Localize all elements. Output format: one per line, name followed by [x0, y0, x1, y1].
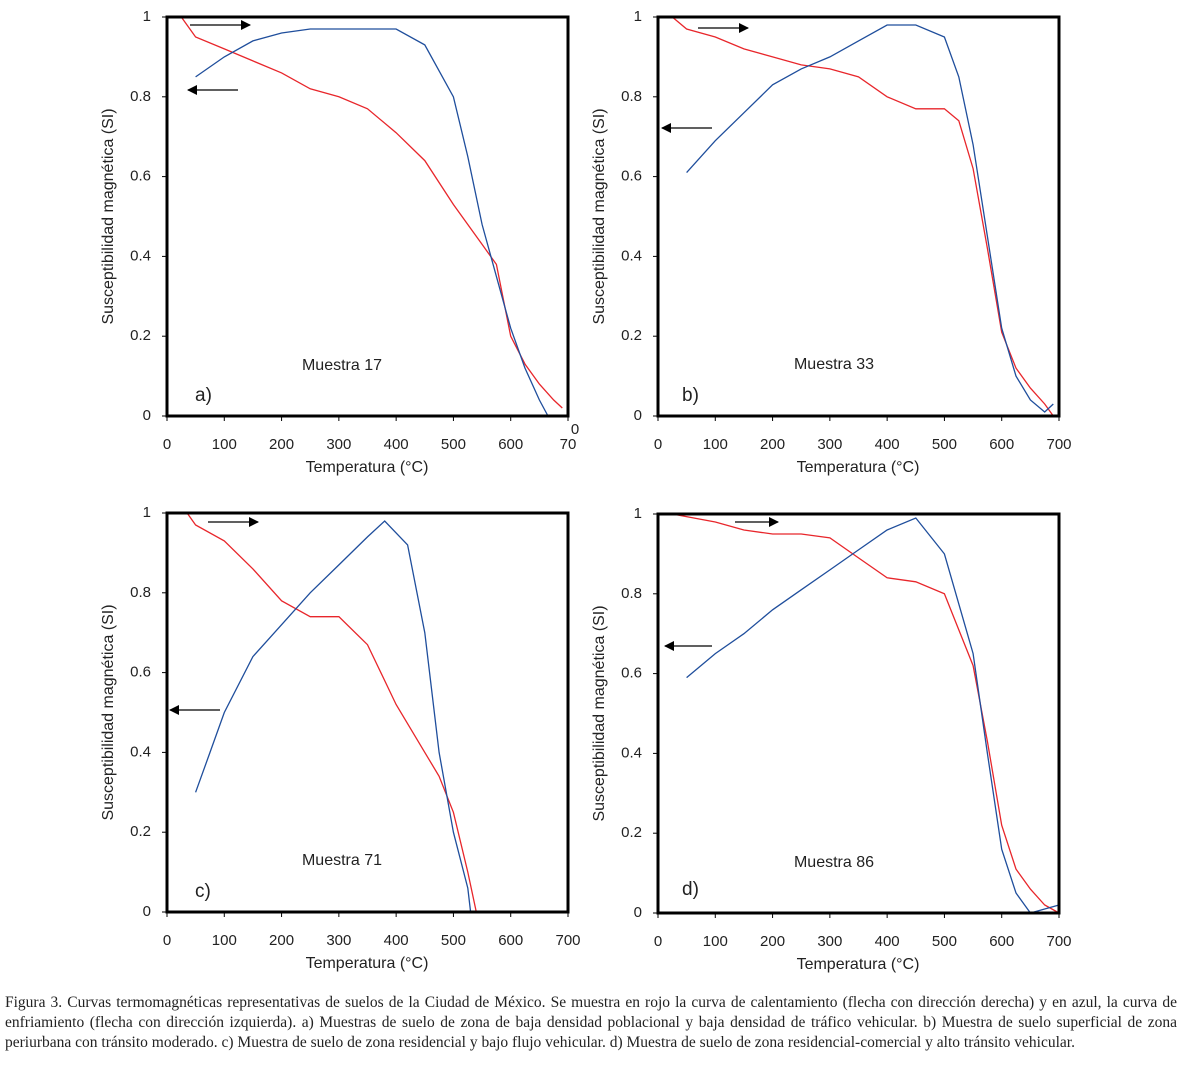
y-tick-label: 0.2 [621, 327, 642, 344]
y-tick-label: 0.4 [130, 743, 151, 760]
x-tick-label: 200 [760, 933, 785, 950]
x-tick-label: 700 [1046, 436, 1071, 453]
plot-frame [656, 15, 1061, 418]
y-tick-label: 0.4 [130, 247, 151, 264]
plot-frame [165, 511, 570, 914]
data-line [194, 520, 472, 913]
x-tick-label: 100 [703, 933, 728, 950]
x-tick-label: 100 [212, 932, 237, 949]
y-tick-label: 1 [634, 8, 642, 25]
x-tick-label: 600 [989, 933, 1014, 950]
x-tick-label: 500 [932, 436, 957, 453]
x-tick-label: 100 [703, 436, 728, 453]
y-tick-label: 0.8 [130, 584, 151, 601]
y-tick-label: 1 [143, 8, 151, 25]
sample-label: Muestra 86 [794, 854, 874, 871]
y-tick-label: 0.4 [621, 247, 642, 264]
y-tick-label: 0.2 [621, 824, 642, 841]
sample-label: Muestra 33 [794, 356, 874, 373]
x-tick-label: 400 [384, 932, 409, 949]
x-tick-label: 300 [326, 436, 351, 453]
y-tick-label: 0.6 [130, 168, 151, 185]
x-tick-label: 400 [875, 933, 900, 950]
data-line [671, 16, 1054, 417]
x-tick-label: 400 [875, 436, 900, 453]
x-tick-label: 300 [817, 436, 842, 453]
y-tick-label: 0.8 [621, 585, 642, 602]
x-axis-label: Temperatura (°C) [306, 459, 429, 476]
x-tick-label: 400 [384, 436, 409, 453]
sample-label: Muestra 17 [302, 357, 382, 374]
y-tick-label: 0.2 [130, 823, 151, 840]
y-axis-label: Susceptibilidad magnética (SI) [591, 605, 608, 821]
data-line [195, 28, 557, 417]
y-tick-label: 0.4 [621, 744, 642, 761]
plot-frame [656, 512, 1061, 915]
data-line [180, 16, 563, 409]
y-axis-label: Susceptibilidad magnética (SI) [591, 108, 608, 324]
x-tick-label: 0 [654, 933, 662, 950]
y-tick-label: 0.6 [621, 665, 642, 682]
figure: 0 100 200 300 400 500 600 7000.20.40.60.81Tempe… [100, 8, 1071, 973]
y-tick-label: 0.6 [621, 168, 642, 185]
x-tick-label: 0 [163, 932, 171, 949]
x-axis-label: Temperatura (°C) [306, 955, 429, 972]
data-line [186, 512, 477, 913]
x-tick-label: 500 [441, 436, 466, 453]
panel-label: d) [682, 879, 699, 900]
y-tick-label: 0 [634, 407, 642, 424]
x-axis-label: Temperatura (°C) [797, 459, 920, 476]
y-tick-label: 1 [634, 505, 642, 522]
x-tick-label: 700 [1046, 933, 1071, 950]
x-tick-label: 500 [932, 933, 957, 950]
plot-frame [165, 15, 570, 418]
x-tick-label: 70 [560, 436, 577, 453]
x-tick-label: 300 [817, 933, 842, 950]
x-tick-label: 600 [498, 436, 523, 453]
sample-label: Muestra 71 [302, 852, 382, 869]
stray-tick-text: 0 [571, 421, 579, 438]
x-tick-label: 300 [326, 932, 351, 949]
y-tick-label: 0.8 [621, 88, 642, 105]
x-tick-label: 600 [989, 436, 1014, 453]
y-tick-label: 1 [143, 504, 151, 521]
x-tick-label: 200 [269, 436, 294, 453]
data-line [686, 517, 1060, 914]
y-tick-label: 0.6 [130, 664, 151, 681]
x-tick-label: 500 [441, 932, 466, 949]
x-tick-label: 0 [654, 436, 662, 453]
x-tick-label: 0 [163, 436, 171, 453]
x-tick-label: 100 [212, 436, 237, 453]
figure-caption: Figura 3. Curvas termomagnéticas represe… [5, 994, 1177, 1051]
panel-label: c) [195, 881, 211, 902]
x-tick-label: 700 [555, 932, 580, 949]
x-tick-label: 200 [760, 436, 785, 453]
x-tick-label: 600 [498, 932, 523, 949]
y-tick-label: 0 [634, 904, 642, 921]
y-tick-label: 0.8 [130, 88, 151, 105]
y-tick-label: 0 [143, 903, 151, 920]
data-line [686, 24, 1054, 413]
x-axis-label: Temperatura (°C) [797, 956, 920, 973]
data-line [672, 513, 1060, 914]
x-tick-label: 200 [269, 932, 294, 949]
panel-label: b) [682, 385, 699, 406]
y-tick-label: 0 [143, 407, 151, 424]
y-axis-label: Susceptibilidad magnética (SI) [100, 108, 117, 324]
y-axis-label: Susceptibilidad magnética (SI) [100, 604, 117, 820]
panel-label: a) [195, 385, 212, 406]
y-tick-label: 0.2 [130, 327, 151, 344]
